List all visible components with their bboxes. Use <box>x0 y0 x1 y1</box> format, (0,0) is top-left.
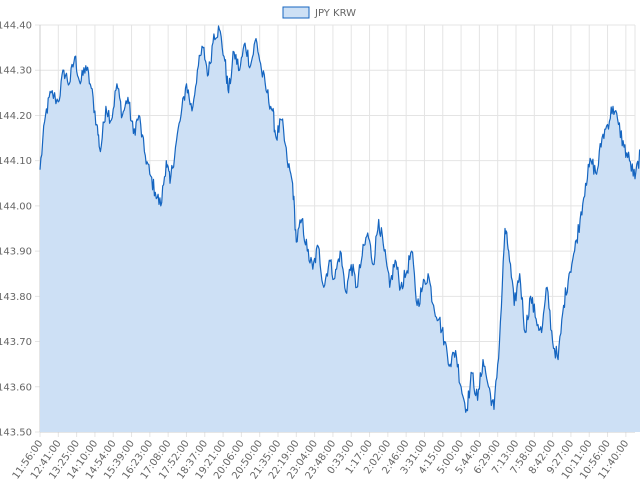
y-tick-label: 143.70 <box>0 337 32 348</box>
legend-swatch-jpy-krw <box>282 6 310 19</box>
y-tick-label: 144.00 <box>0 201 32 212</box>
y-tick-label: 144.10 <box>0 156 32 167</box>
legend-label-jpy-krw: JPY KRW <box>314 8 356 19</box>
y-tick-label: 144.20 <box>0 111 32 122</box>
series-area-jpy-krw <box>40 26 640 432</box>
x-axis-ticks: 11:56:0012:41:0013:25:0014:10:0014:54:00… <box>11 438 632 480</box>
y-tick-label: 144.40 <box>0 21 32 32</box>
y-tick-label: 143.60 <box>0 382 32 393</box>
y-axis-ticks: 144.40 144.30 144.20 144.10 144.00 143.90 143.… <box>0 21 32 439</box>
y-tick-label: 144.30 <box>0 66 32 77</box>
y-tick-label: 143.50 <box>0 428 32 439</box>
y-tick-label: 143.90 <box>0 247 32 258</box>
chart-plot-area <box>39 25 640 432</box>
series-line-jpy-krw <box>39 25 640 413</box>
chart-legend[interactable]: JPY KRW <box>282 6 356 19</box>
y-tick-label: 143.80 <box>0 292 32 303</box>
